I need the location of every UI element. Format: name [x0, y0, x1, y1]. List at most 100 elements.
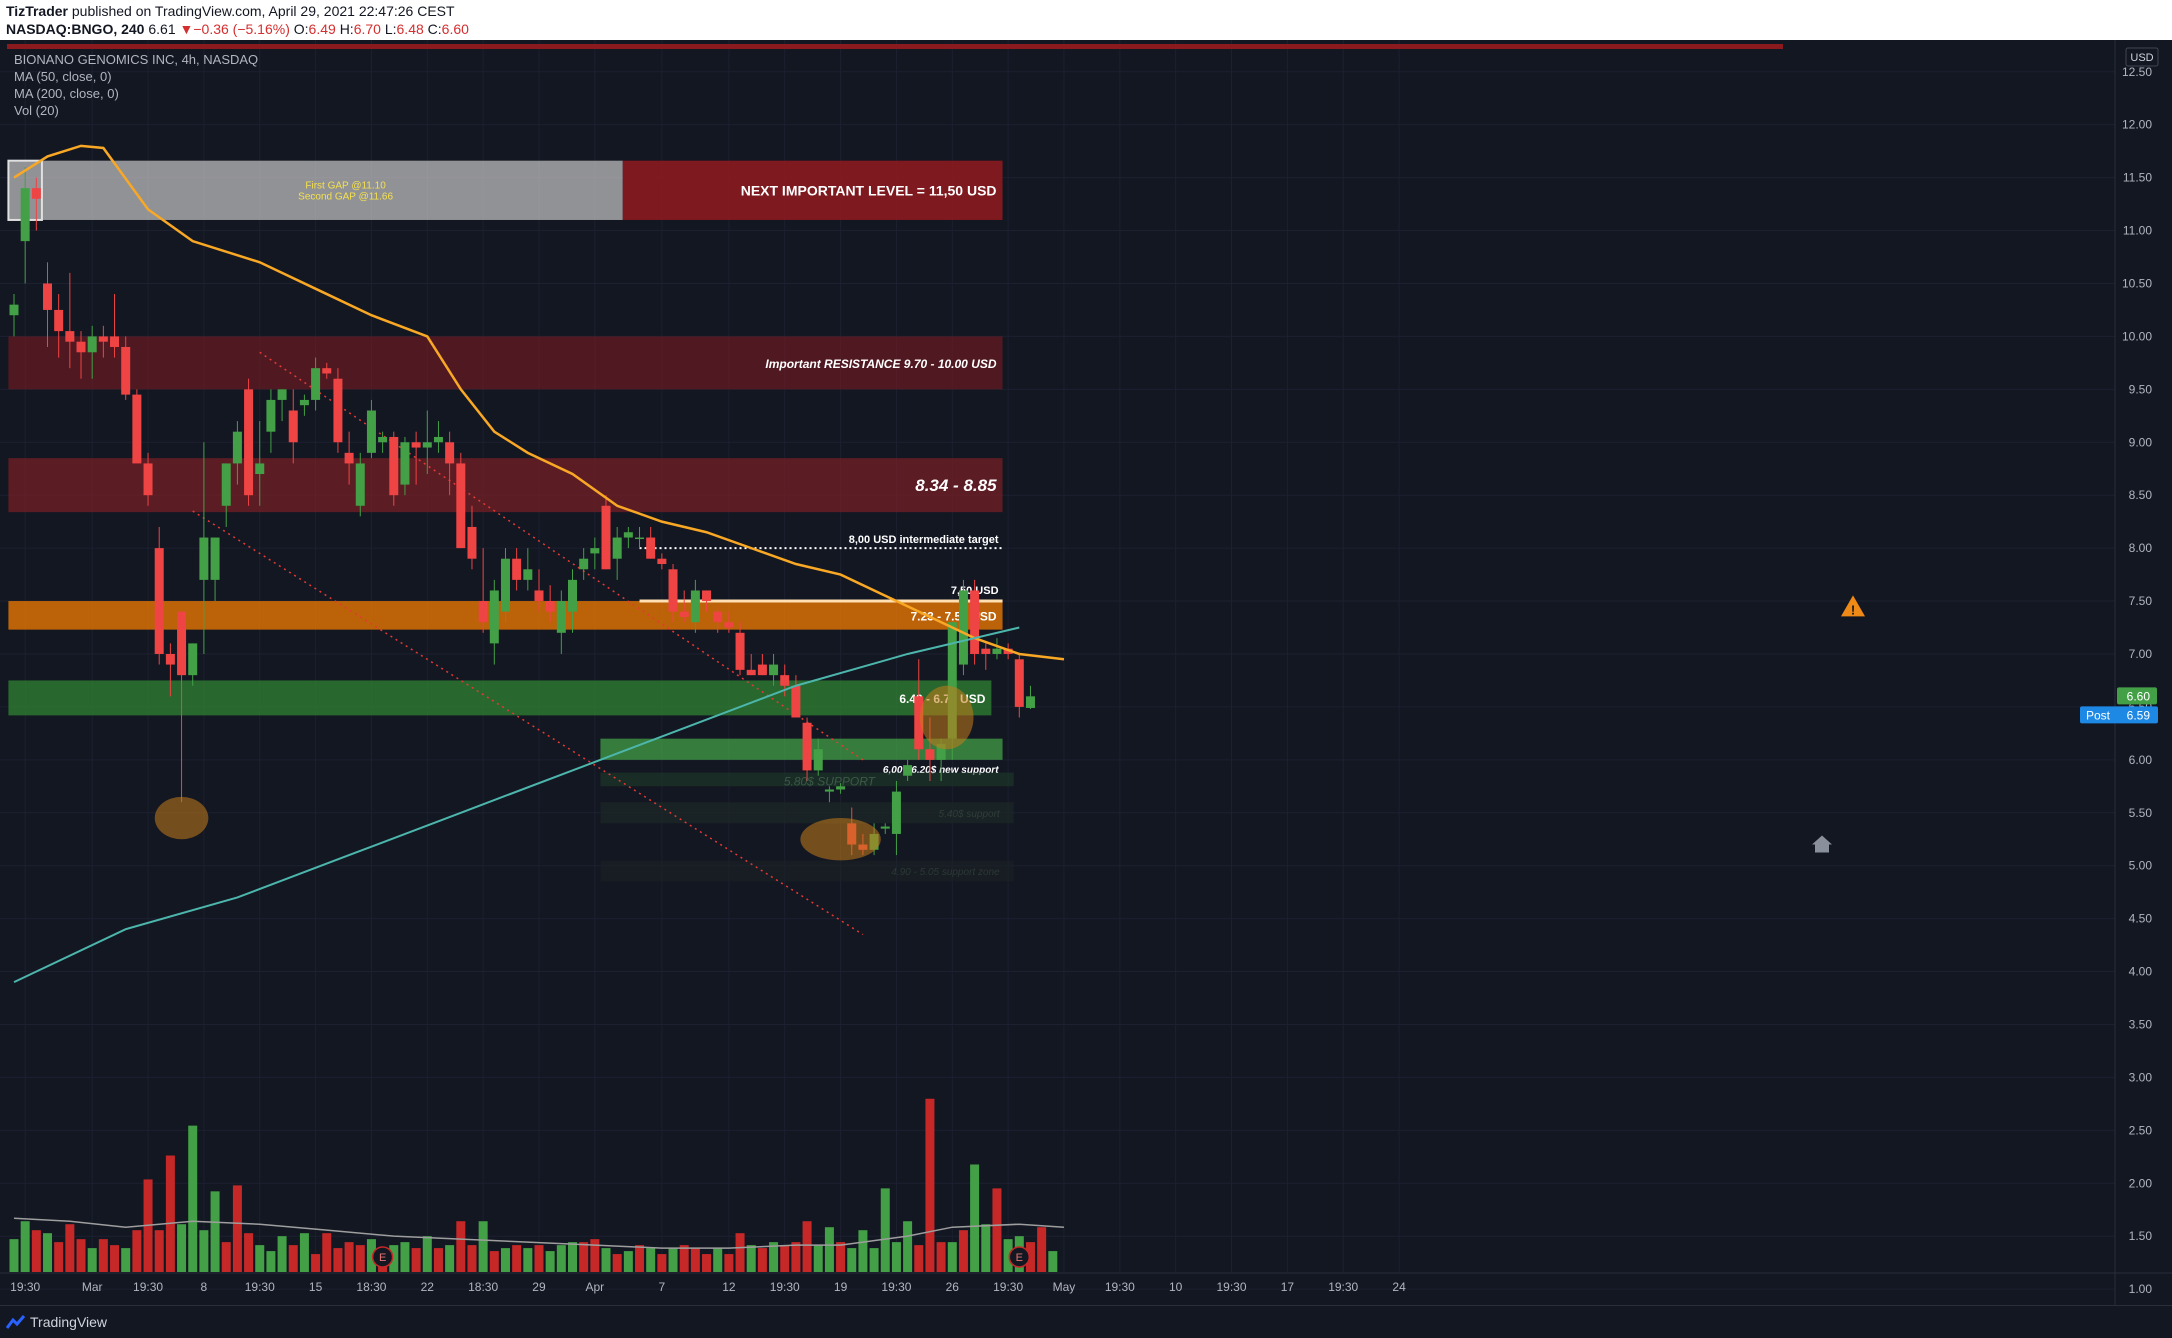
- candle-body: [445, 442, 455, 464]
- volume-bar: [255, 1245, 265, 1272]
- x-tick-label: 17: [1281, 1280, 1295, 1294]
- home-icon: [1812, 835, 1832, 853]
- volume-bar: [165, 1155, 175, 1272]
- volume-bar: [970, 1164, 980, 1272]
- target-line-label: 8,00 USD intermediate target: [849, 534, 999, 546]
- volume-bar: [355, 1245, 365, 1272]
- zone-resistance: [8, 336, 1003, 390]
- volume-bar: [210, 1191, 220, 1272]
- volume-bar: [400, 1242, 410, 1272]
- candle-body: [143, 463, 153, 496]
- volume-bar: [869, 1248, 879, 1272]
- highlight-ellipse: [919, 685, 974, 750]
- candle-body: [757, 664, 767, 676]
- x-tick-label: 19:30: [10, 1280, 40, 1294]
- y-tick-label: 8.50: [2129, 488, 2153, 502]
- zone-label-zone-723: 7.23 - 7.50 USD: [910, 609, 996, 623]
- y-tick-label: 10.00: [2122, 329, 2152, 343]
- candle-body: [746, 669, 756, 676]
- candle-body: [299, 399, 309, 406]
- volume-bar: [992, 1188, 1002, 1272]
- y-tick-label: 3.00: [2129, 1070, 2153, 1084]
- volume-bar: [679, 1245, 689, 1272]
- y-tick-label: 6.00: [2129, 753, 2153, 767]
- volume-bar: [154, 1230, 164, 1272]
- candle-body: [467, 526, 477, 559]
- author-name[interactable]: TizTrader: [6, 3, 68, 19]
- candle-body: [545, 601, 555, 612]
- publish-header: TizTrader published on TradingView.com, …: [0, 0, 2172, 40]
- candle-body: [657, 558, 667, 564]
- legend-vol[interactable]: Vol (20): [14, 103, 59, 118]
- volume-bar: [445, 1245, 455, 1272]
- x-tick-label: 19:30: [1217, 1280, 1247, 1294]
- x-tick-label: 19:30: [881, 1280, 911, 1294]
- volume-bar: [936, 1242, 946, 1272]
- volume-bar: [757, 1248, 767, 1272]
- x-tick-label: May: [1053, 1280, 1076, 1294]
- volume-bar: [422, 1236, 432, 1272]
- volume-bar: [891, 1242, 901, 1272]
- zone-label-zone-540: 5.40$ support: [939, 809, 1001, 820]
- candle-body: [534, 590, 544, 602]
- post-label: Post: [2086, 708, 2111, 722]
- candle-body: [836, 786, 846, 790]
- zone-label-gap: Second GAP @11.66: [298, 191, 393, 202]
- candle-body: [925, 749, 935, 760]
- volume-bar: [333, 1248, 343, 1272]
- candle-body: [478, 601, 488, 623]
- low-label: L:: [384, 21, 397, 37]
- volume-bar: [31, 1230, 41, 1272]
- volume-bar: [221, 1242, 231, 1272]
- candle-body: [333, 378, 343, 443]
- candle-body: [366, 410, 376, 453]
- candle-body: [121, 346, 131, 395]
- candle-body: [43, 283, 53, 310]
- x-tick-label: 19:30: [1105, 1280, 1135, 1294]
- candle-body: [389, 436, 399, 496]
- axis-unit-label: USD: [2130, 52, 2153, 64]
- x-tick-label: 18:30: [468, 1280, 498, 1294]
- legend-ma50[interactable]: MA (50, close, 0): [14, 69, 112, 84]
- footer-bar: TradingView: [0, 1305, 2172, 1338]
- volume-bar: [958, 1230, 968, 1272]
- chart-background: [0, 40, 2172, 1305]
- channel-lower-line: [192, 510, 864, 936]
- x-tick-label: 19:30: [133, 1280, 163, 1294]
- candle-body: [813, 749, 823, 771]
- volume-bar: [746, 1245, 756, 1272]
- candle-body: [668, 569, 678, 612]
- volume-bar: [657, 1254, 667, 1272]
- volume-bar: [925, 1098, 935, 1272]
- volume-bar: [87, 1248, 97, 1272]
- volume-bar: [110, 1245, 120, 1272]
- y-tick-label: 4.00: [2129, 965, 2153, 979]
- volume-bar: [9, 1239, 19, 1272]
- close-label: C:: [427, 21, 442, 37]
- highlight-ellipse: [800, 818, 881, 861]
- volume-bar: [601, 1248, 611, 1272]
- legend-ma200[interactable]: MA (200, close, 0): [14, 86, 119, 101]
- x-tick-label: 24: [1392, 1280, 1406, 1294]
- candle-body: [54, 309, 64, 332]
- x-tick-label: 19:30: [1328, 1280, 1358, 1294]
- volume-bar: [534, 1245, 544, 1272]
- y-tick-label: 1.50: [2129, 1229, 2153, 1243]
- candle-body: [400, 442, 410, 485]
- volume-bar: [903, 1221, 913, 1272]
- x-tick-label: 19:30: [993, 1280, 1023, 1294]
- y-tick-label: 8.00: [2129, 541, 2153, 555]
- volume-bar: [981, 1224, 991, 1272]
- candle-body: [65, 331, 75, 342]
- volume-bar: [344, 1242, 354, 1272]
- candle-body: [679, 611, 689, 617]
- earnings-label: E: [1016, 1252, 1023, 1264]
- high-value: 6.70: [353, 21, 381, 37]
- zone-label-zone-834: 8.34 - 8.85: [915, 476, 997, 495]
- y-tick-label: 9.50: [2129, 382, 2153, 396]
- candle-body: [87, 336, 97, 353]
- x-tick-label: 26: [946, 1280, 960, 1294]
- warning-icon-mark: !: [1851, 602, 1855, 617]
- candle-body: [802, 722, 812, 771]
